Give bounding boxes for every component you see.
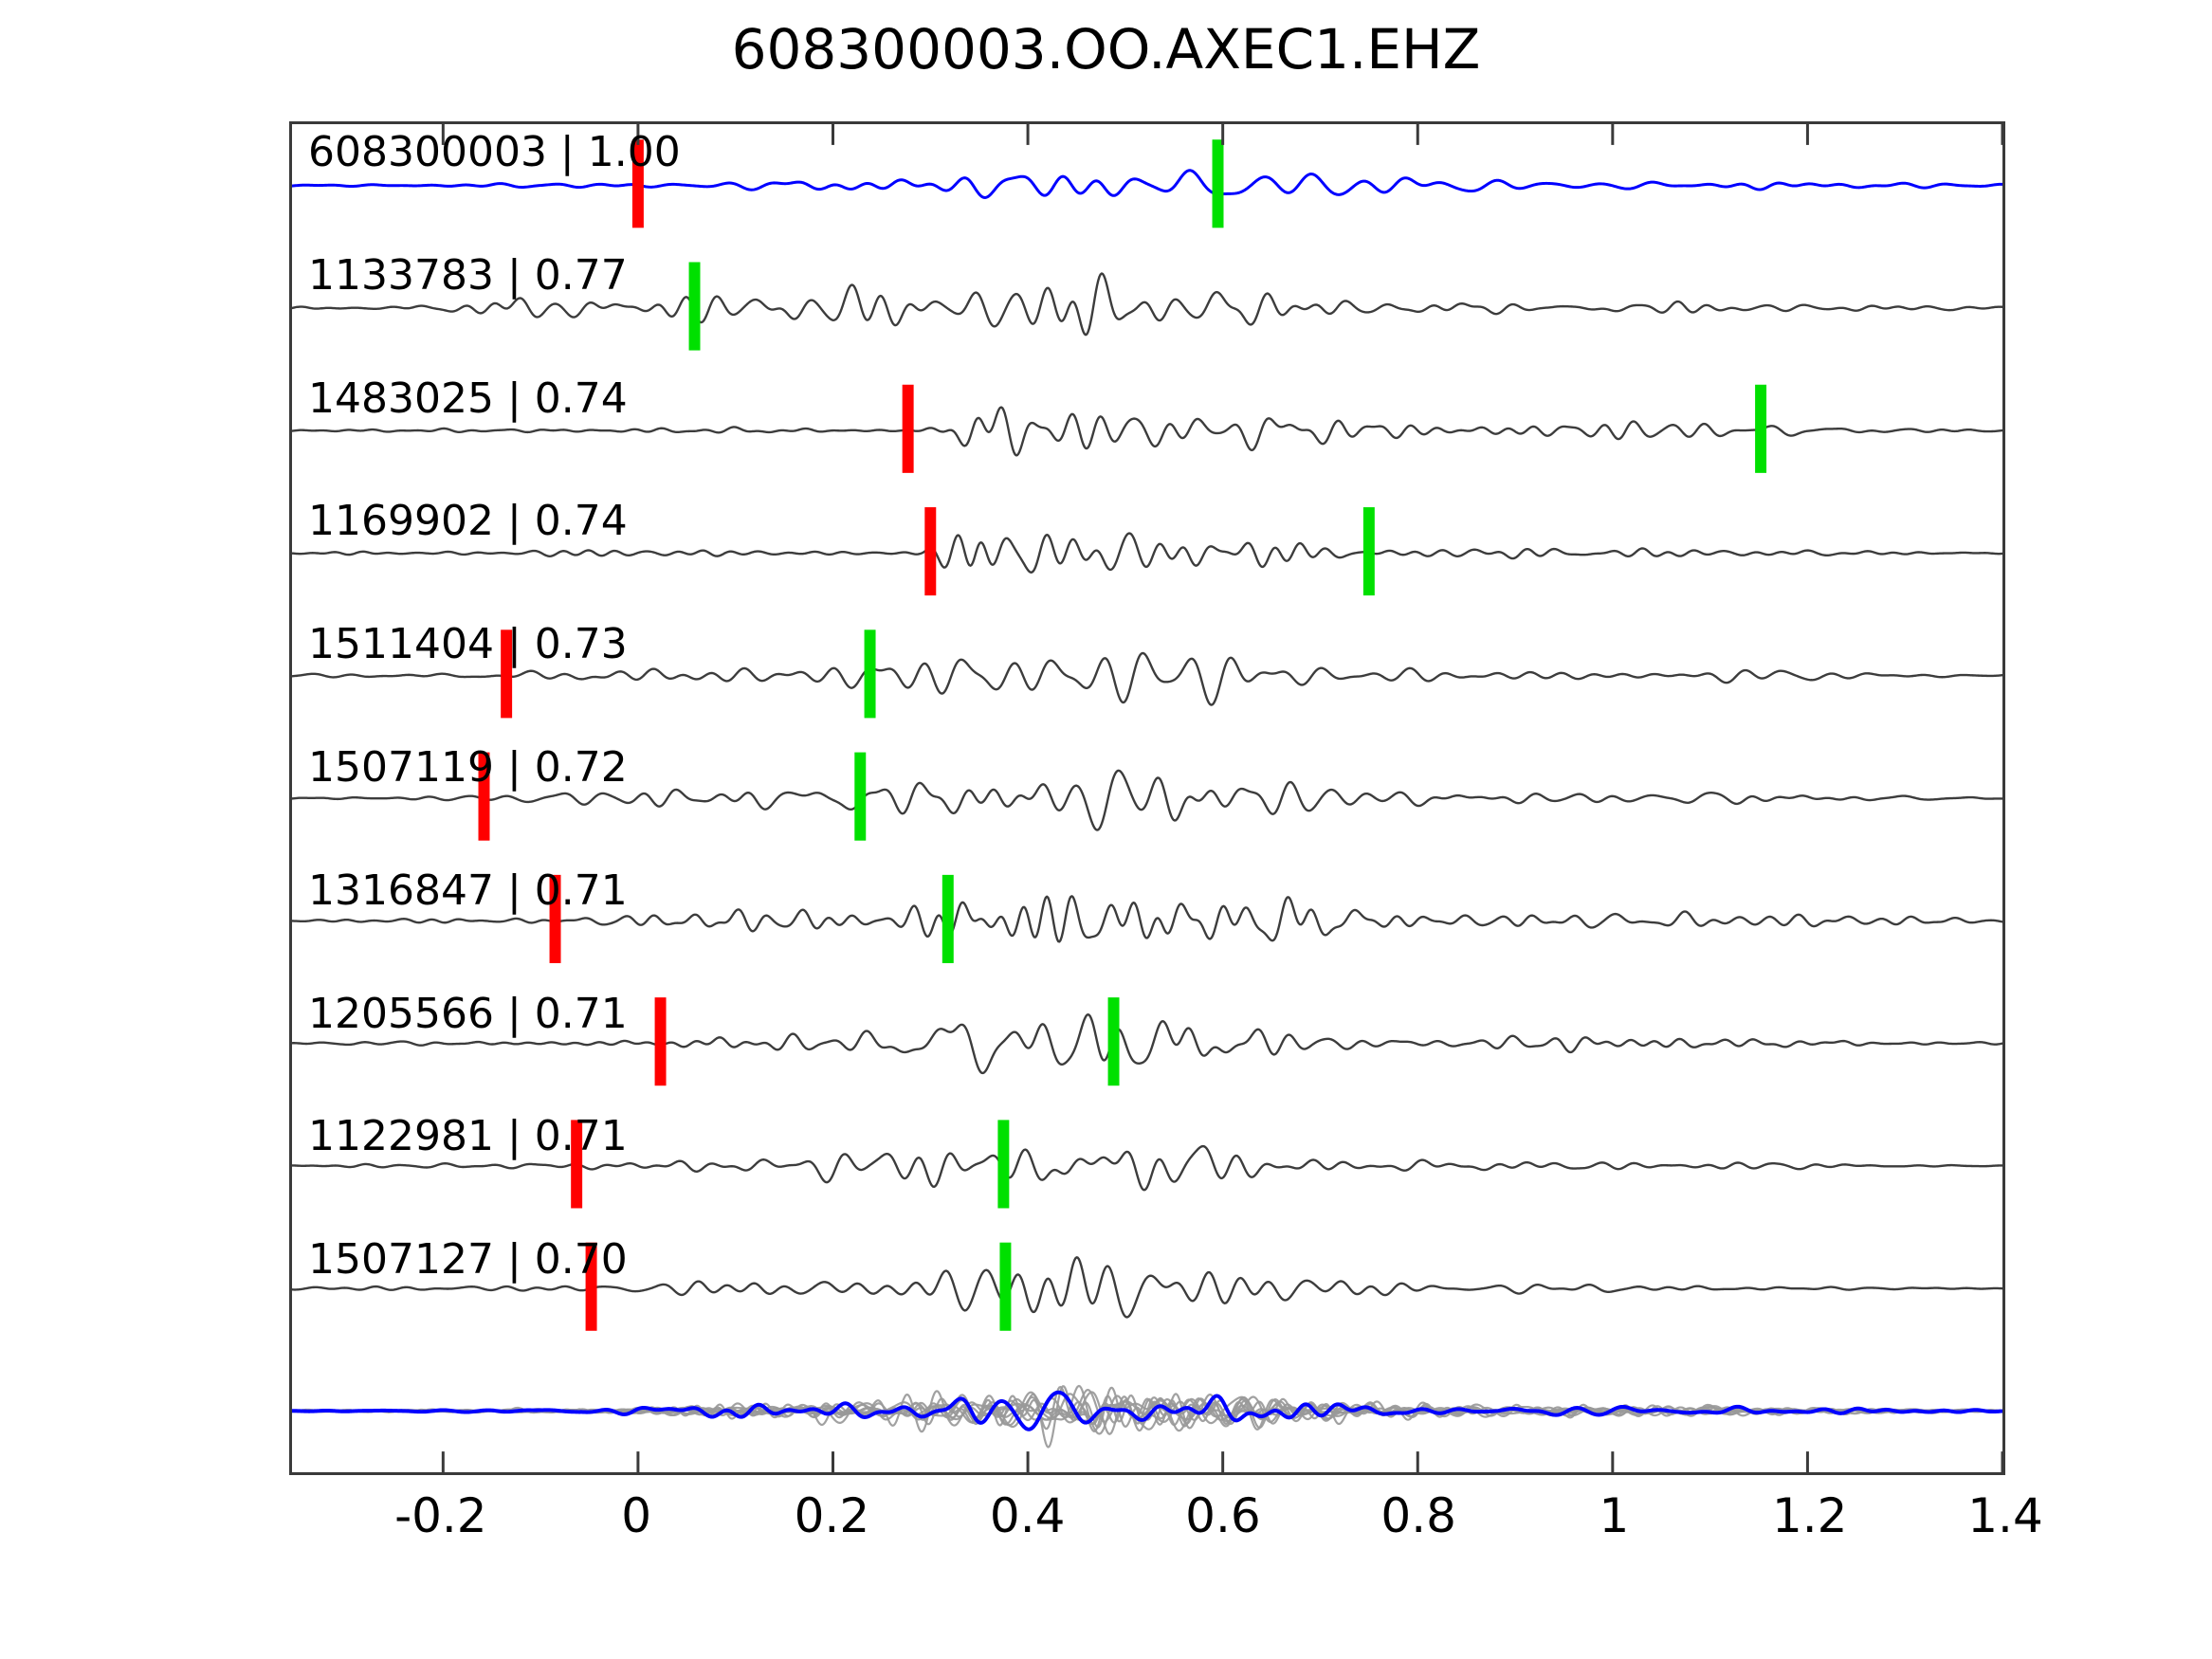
x-tick-label-1: 0	[621, 1488, 652, 1543]
x-tick-label-7: 1.2	[1771, 1488, 1848, 1543]
trace-1316847	[292, 874, 2002, 963]
p-pick-marker-1205566	[654, 997, 667, 1086]
trace-1169902	[292, 507, 2002, 596]
trace-1507127	[292, 1242, 2002, 1331]
waveform-line-1316847	[292, 895, 2002, 943]
page-title: 608300003.OO.AXEC1.EHZ	[731, 17, 1481, 82]
s-pick-marker-1133783	[688, 262, 701, 351]
trace-label-1205566: 1205566 | 0.71	[308, 989, 628, 1038]
waveform-line-1169902	[292, 532, 2002, 574]
s-pick-marker-1205566	[1107, 997, 1120, 1086]
x-tick-label-3: 0.4	[989, 1488, 1066, 1543]
s-pick-marker-1507127	[999, 1242, 1012, 1331]
x-tick-label-4: 0.6	[1185, 1488, 1261, 1543]
waveform-line-1507127	[292, 1256, 2002, 1319]
s-pick-marker-1483025	[1755, 384, 1767, 473]
x-tick-label-6: 1	[1599, 1488, 1630, 1543]
waveform-line-1205566	[292, 1012, 2002, 1075]
trace-1507119	[292, 752, 2002, 841]
trace-label-1507119: 1507119 | 0.72	[308, 743, 628, 792]
p-pick-marker-1511404	[501, 629, 513, 719]
waveform-line-1483025	[292, 406, 2002, 457]
trace-label-1511404: 1511404 | 0.73	[308, 620, 628, 669]
x-tick-label-0: -0.2	[394, 1488, 487, 1543]
x-axis-tick-labels: -0.2 0 0.2 0.4 0.6 0.8 1 1.2 1.4	[289, 1488, 2043, 1574]
x-tick-label-2: 0.2	[794, 1488, 870, 1543]
trace-1483025	[292, 384, 2002, 473]
trace-label-1122981: 1122981 | 0.71	[308, 1112, 628, 1161]
s-pick-marker-1169902	[1362, 507, 1375, 596]
trace-1511404	[292, 629, 2002, 719]
p-pick-marker-1122981	[571, 1120, 583, 1209]
trace-label-1316847: 1316847 | 0.71	[308, 866, 628, 915]
s-pick-marker-1511404	[864, 629, 876, 719]
stacked-reference-trace	[292, 1390, 2002, 1431]
trace-label-1507127: 1507127 | 0.70	[308, 1235, 628, 1285]
p-pick-marker-608300003	[631, 139, 644, 228]
p-pick-marker-1507119	[478, 752, 490, 841]
p-pick-marker-1316847	[549, 874, 561, 963]
waveform-line-1507119	[292, 769, 2002, 831]
waveform-line-608300003	[292, 169, 2002, 199]
s-pick-marker-1507119	[854, 752, 867, 841]
s-pick-marker-1122981	[997, 1120, 1010, 1209]
trace-1122981	[292, 1120, 2002, 1209]
x-tick-label-8: 1.4	[1967, 1488, 2043, 1543]
s-pick-marker-1316847	[941, 874, 954, 963]
trace-label-608300003: 608300003 | 1.00	[308, 127, 681, 176]
trace-608300003	[292, 139, 2002, 228]
trace-label-1169902: 1169902 | 0.74	[308, 497, 628, 546]
p-pick-marker-1483025	[902, 384, 914, 473]
trace-1205566	[292, 997, 2002, 1086]
p-pick-marker-1507127	[585, 1242, 597, 1331]
waveform-line-1511404	[292, 651, 2002, 706]
waveform-line-1133783	[292, 272, 2002, 337]
p-pick-marker-1169902	[924, 507, 937, 596]
s-pick-marker-608300003	[1212, 139, 1224, 228]
trace-label-1483025: 1483025 | 0.74	[308, 374, 628, 423]
stacked-overlay-panel	[292, 1384, 2002, 1449]
trace-label-1133783: 1133783 | 0.77	[308, 250, 628, 300]
x-tick-label-5: 0.8	[1380, 1488, 1456, 1543]
trace-1133783	[292, 262, 2002, 351]
waveform-axes	[289, 121, 2005, 1475]
waveform-plot	[292, 124, 2002, 1472]
